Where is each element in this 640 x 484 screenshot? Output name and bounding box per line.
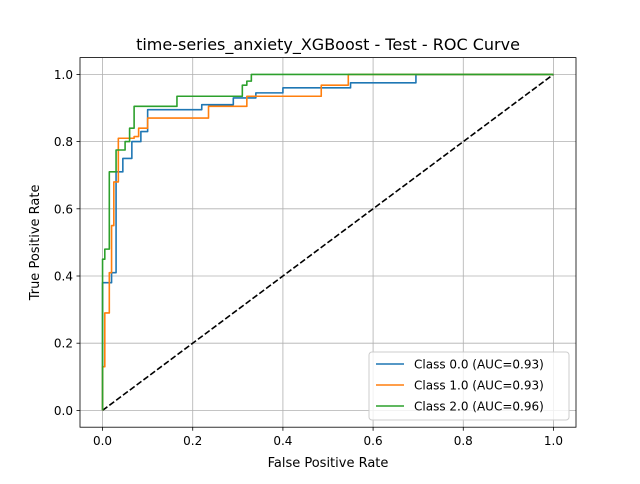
roc-series-line-1 xyxy=(101,73,554,411)
chance-diagonal-line xyxy=(102,73,554,412)
x-tick-label: 0.2 xyxy=(183,434,202,448)
plot-frame xyxy=(79,57,577,428)
legend-box xyxy=(368,351,570,421)
y-tick-label: 0.6 xyxy=(54,202,73,216)
legend-entry: Class 2.0 (AUC=0.96) xyxy=(414,400,544,414)
roc-series-line-2 xyxy=(101,73,554,411)
legend: Class 0.0 (AUC=0.93) Class 1.0 (AUC=0.93)… xyxy=(368,351,570,421)
axis-ticks: 0.0 0.2 0.4 0.6 0.8 1.0 0.0 0.2 0.4 0.6 0.8 1.0 xyxy=(54,68,563,448)
y-tick-label: 0.0 xyxy=(54,404,73,418)
x-tick-label: 0.6 xyxy=(364,434,383,448)
y-tick-label: 0.8 xyxy=(54,135,73,149)
y-axis-label: True Positive Rate xyxy=(28,184,43,301)
legend-entry: Class 1.0 (AUC=0.93) xyxy=(414,379,544,393)
x-axis-label: False Positive Rate xyxy=(268,456,389,471)
y-tick-label: 1.0 xyxy=(54,68,73,82)
series-layer xyxy=(101,73,554,412)
y-tick-label: 0.4 xyxy=(54,270,73,284)
y-tick-label: 0.2 xyxy=(54,337,73,351)
x-tick-label: 0.0 xyxy=(93,434,112,448)
x-tick-label: 0.4 xyxy=(273,434,292,448)
legend-entry: Class 0.0 (AUC=0.93) xyxy=(414,358,544,372)
x-tick-label: 0.8 xyxy=(454,434,473,448)
x-tick-label: 1.0 xyxy=(544,434,563,448)
chart-title: time-series_anxiety_XGBoost - Test - ROC… xyxy=(136,35,520,55)
grid xyxy=(80,57,576,428)
